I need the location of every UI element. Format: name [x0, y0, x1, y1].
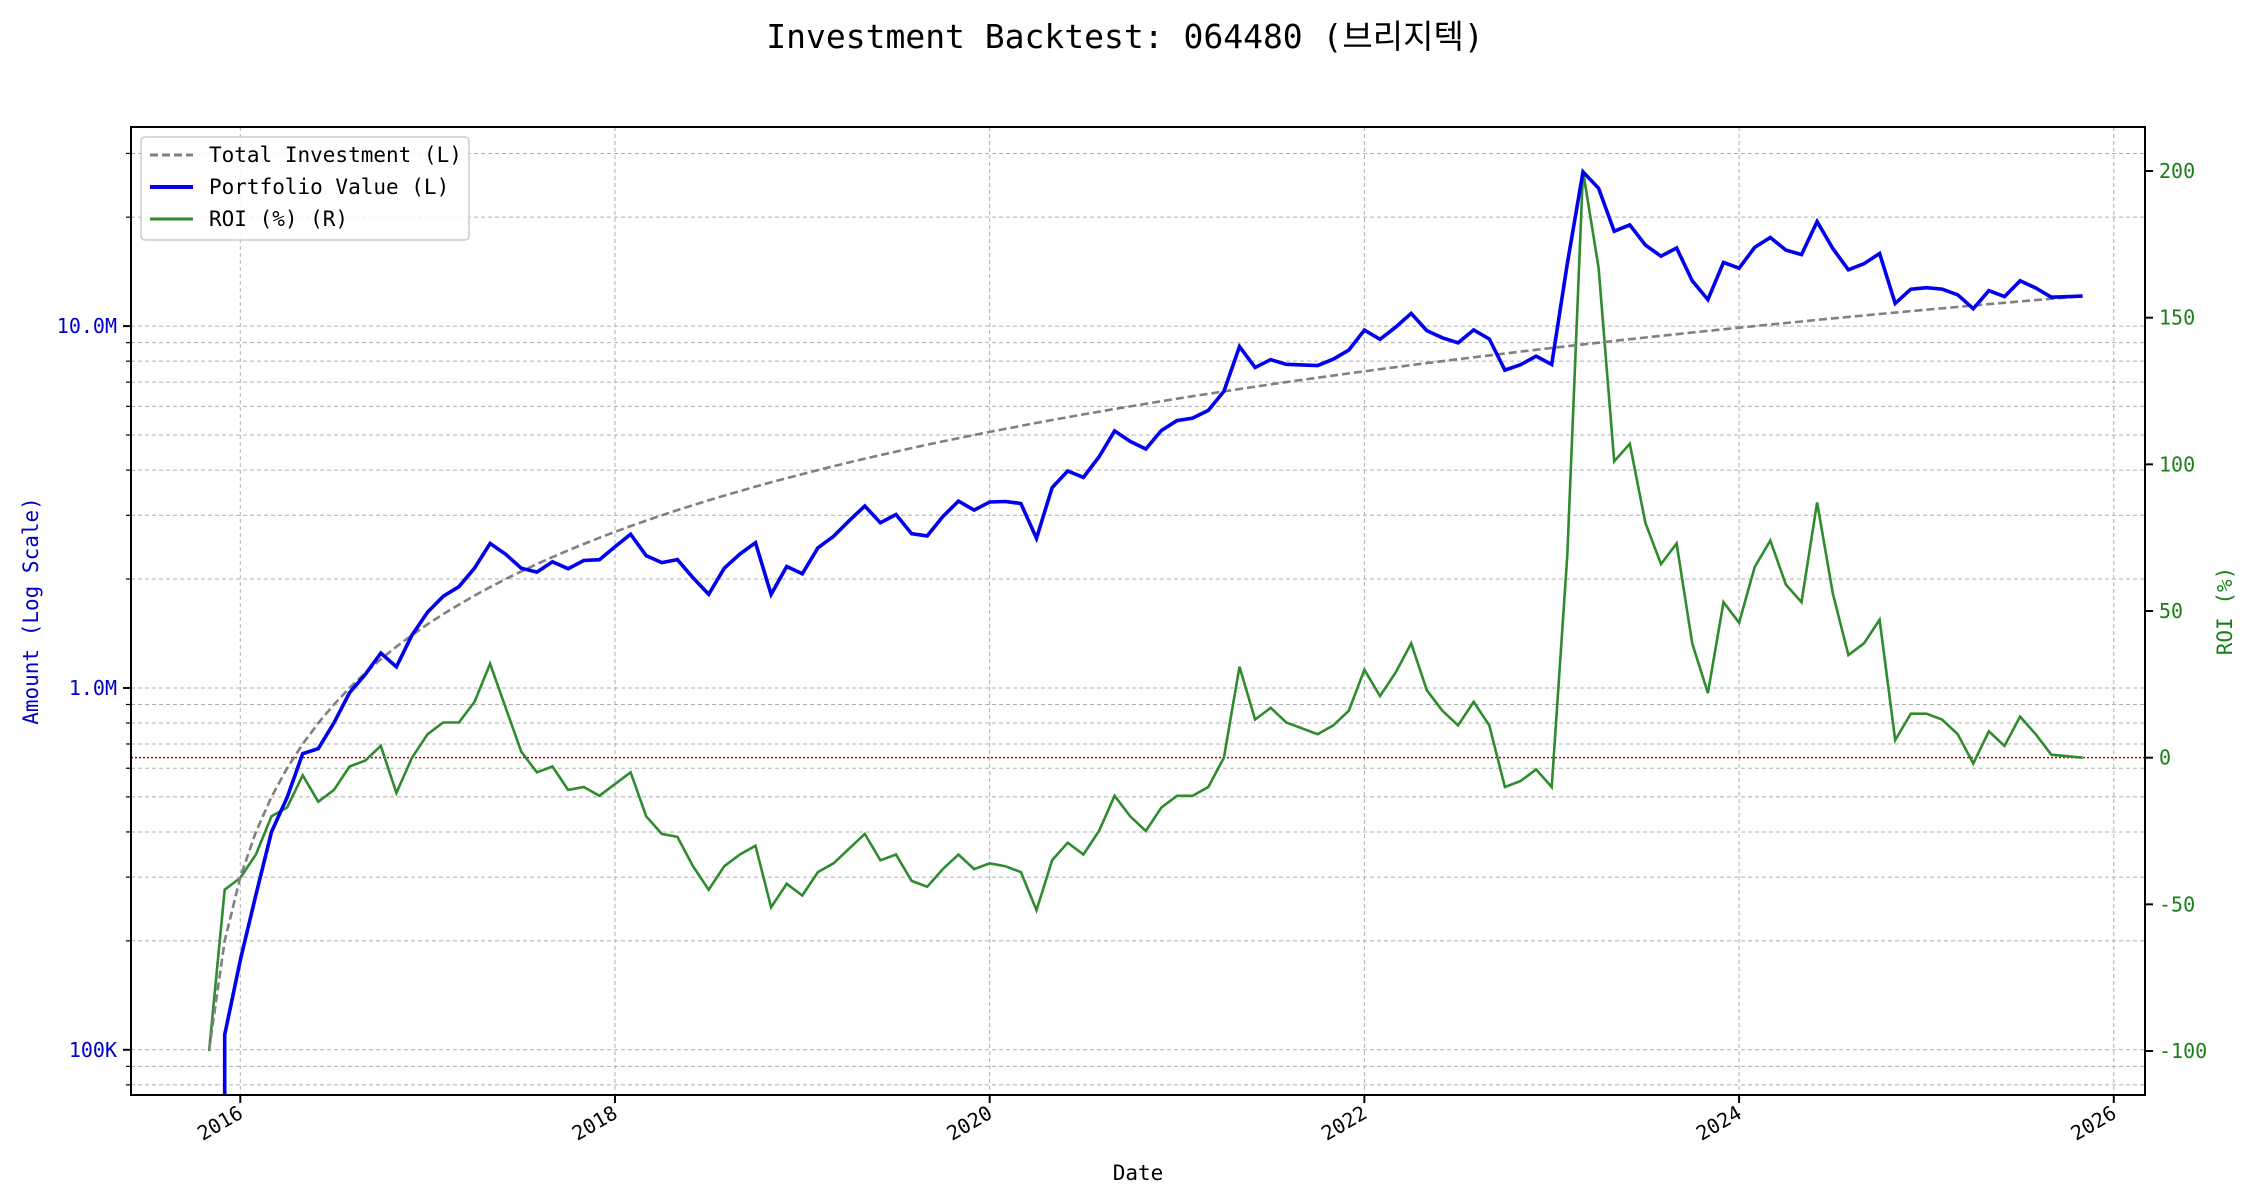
y-tick-label-left: 10.0M — [57, 314, 117, 338]
y-tick-label-right: -50 — [2159, 892, 2195, 916]
x-tick-label: 2018 — [568, 1101, 622, 1146]
legend: Total Investment (L) Portfolio Value (L)… — [140, 136, 470, 241]
x-axis-label: Date — [1113, 1161, 1164, 1185]
x-axis: 2016 2018 2020 2022 2024 2026 — [193, 1095, 2120, 1145]
chart-title: Investment Backtest: 064480 (브리지텍) — [766, 17, 1483, 56]
right-y-axis-label: ROI (%) — [2213, 567, 2237, 656]
x-tick-label: 2024 — [1692, 1101, 1746, 1146]
legend-box — [140, 136, 470, 241]
y-tick-label-right: 50 — [2159, 599, 2183, 623]
x-tick-label: 2026 — [2067, 1101, 2121, 1146]
left-y-axis-label: Amount (Log Scale) — [19, 497, 43, 725]
plot-frame — [130, 126, 2146, 1096]
y-tick-label-right: 150 — [2159, 306, 2195, 330]
y-tick-label-right: -100 — [2159, 1039, 2207, 1063]
grid-lines — [131, 127, 2145, 1095]
x-tick-label: 2020 — [942, 1101, 996, 1146]
left-y-axis: 100K 1.0M 10.0M — [57, 152, 131, 1086]
y-tick-label-right: 0 — [2159, 746, 2171, 770]
right-y-axis: -100 -50 0 50 100 150 200 — [2145, 159, 2207, 1063]
legend-label-roi: ROI (%) (R) — [209, 207, 348, 231]
series-lines — [131, 167, 2145, 1095]
roi-line — [207, 170, 2083, 1052]
portfolio-value-line — [222, 167, 2083, 1095]
y-tick-label-right: 200 — [2159, 159, 2195, 183]
legend-label-portfolio-value: Portfolio Value (L) — [209, 175, 449, 199]
x-tick-label: 2022 — [1317, 1101, 1371, 1146]
y-tick-label-left: 100K — [69, 1038, 117, 1062]
total-investment-line — [207, 294, 2083, 1050]
x-tick-label: 2016 — [193, 1101, 247, 1146]
legend-label-total-investment: Total Investment (L) — [209, 143, 462, 167]
y-tick-label-right: 100 — [2159, 452, 2195, 476]
y-tick-label-left: 1.0M — [69, 676, 117, 700]
